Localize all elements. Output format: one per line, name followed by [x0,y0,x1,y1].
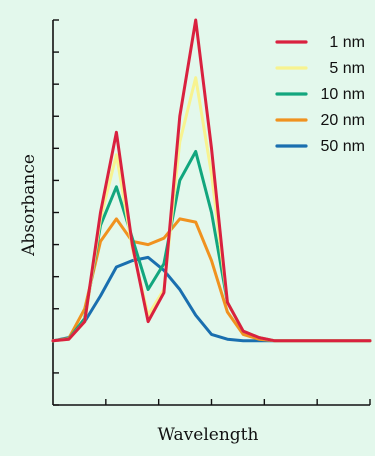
legend: 1 nm 5 nm 10 nm 20 nm 50 nm [275,34,365,155]
legend-label: 5 nm [329,60,365,77]
legend-label: 1 nm [329,34,365,51]
legend-label: 10 nm [321,86,365,103]
series-line-1-nm [51,18,372,343]
legend-label: 20 nm [321,112,365,129]
x-axis-label: Wavelength [158,425,259,445]
legend-label: 50 nm [321,138,365,155]
series-lines [51,18,372,343]
y-axis-label: Absorbance [19,154,39,257]
